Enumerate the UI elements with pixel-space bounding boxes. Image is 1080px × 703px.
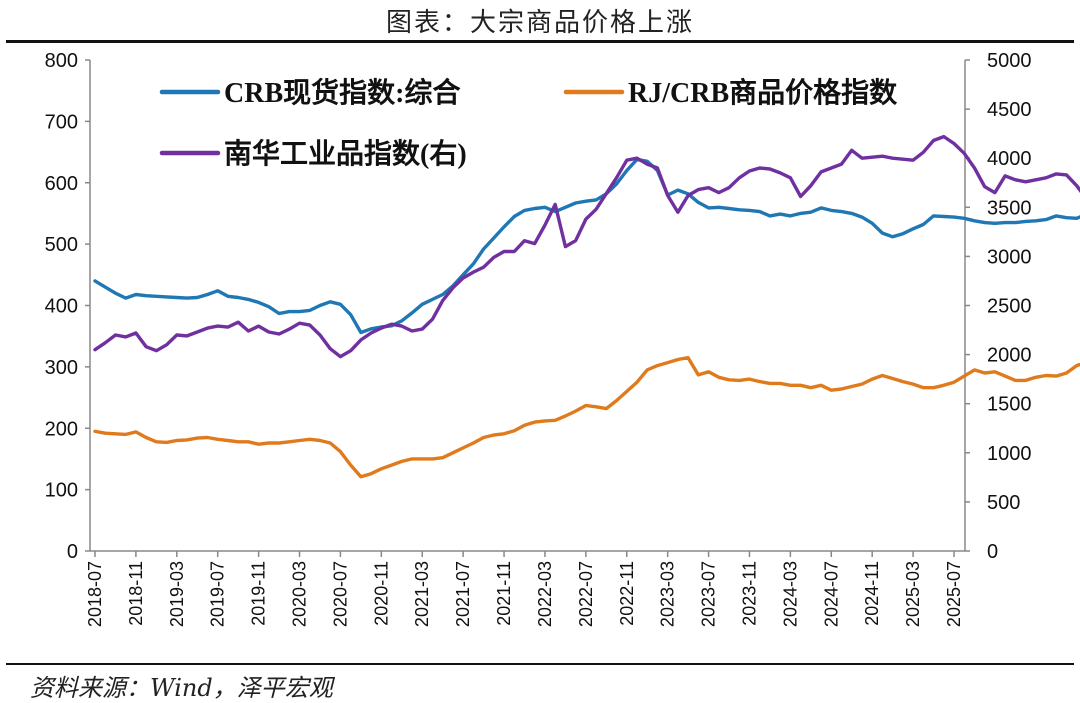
legend-label-0: CRB现货指数:综合	[224, 76, 461, 109]
left-tick-label: 100	[45, 480, 78, 502]
legend-label-1: RJ/CRB商品价格指数	[628, 77, 898, 109]
series-line-0	[93, 157, 1080, 335]
x-tick-label: 2023-03	[658, 561, 678, 627]
x-tick-label: 2018-07	[85, 561, 105, 627]
chart-title: 图表：大宗商品价格上涨	[385, 8, 694, 38]
left-tick-label: 700	[45, 111, 78, 133]
bottom-rule	[6, 663, 1074, 665]
x-tick-label: 2020-11	[371, 561, 391, 626]
x-tick-label: 2019-03	[167, 561, 187, 627]
series-line-1	[93, 356, 1080, 479]
source-note: 资料来源：Wind，泽平宏观	[30, 674, 333, 702]
right-tick-label: 3000	[987, 246, 1032, 268]
x-tick-label: 2021-11	[494, 561, 514, 626]
x-tick-label: 2025-03	[903, 561, 923, 627]
series-layer	[93, 134, 1080, 479]
right-tick-label: 0	[987, 541, 998, 563]
legend-label-2: 南华工业品指数(右)	[224, 137, 467, 170]
x-tick-label: 2019-07	[208, 561, 228, 627]
x-tick-label: 2024-11	[862, 561, 882, 626]
x-tick-label: 2022-07	[576, 561, 596, 627]
x-tick-label: 2019-11	[249, 561, 269, 626]
left-tick-label: 200	[45, 418, 78, 440]
right-tick-label: 2000	[987, 345, 1032, 367]
left-tick-label: 500	[45, 234, 78, 256]
x-tick-label: 2022-11	[617, 561, 637, 626]
right-tick-label: 5000	[987, 50, 1032, 72]
chart-axes: 0 100 200 300 400 500 600 700 800 0 500 1000 1500 200…	[45, 50, 1032, 627]
right-tick-label: 4500	[987, 99, 1032, 121]
x-tick-label: 2025-07	[944, 561, 964, 627]
x-tick-label: 2022-03	[535, 561, 555, 627]
x-tick-label: 2023-11	[739, 561, 759, 626]
x-tick-label: 2020-07	[330, 561, 350, 627]
left-tick-label: 0	[67, 541, 78, 563]
x-tick-label: 2023-07	[699, 561, 719, 627]
x-tick-label: 2020-03	[290, 561, 310, 627]
top-rule	[6, 40, 1074, 43]
right-tick-label: 1000	[987, 443, 1032, 465]
x-tick-label: 2018-11	[126, 561, 146, 626]
left-tick-label: 800	[45, 50, 78, 72]
right-tick-label: 1500	[987, 394, 1032, 416]
right-tick-label: 3500	[987, 197, 1032, 219]
x-tick-label: 2021-07	[453, 561, 473, 627]
x-tick-label: 2024-03	[780, 561, 800, 627]
x-tick-label: 2024-07	[821, 561, 841, 627]
right-tick-label: 4000	[987, 148, 1032, 170]
right-tick-label: 500	[987, 492, 1020, 514]
x-tick-label: 2021-03	[412, 561, 432, 627]
left-tick-label: 300	[45, 357, 78, 379]
left-tick-label: 400	[45, 296, 78, 318]
right-tick-label: 2500	[987, 296, 1032, 318]
left-tick-label: 600	[45, 173, 78, 195]
series-line-2	[93, 134, 1080, 359]
